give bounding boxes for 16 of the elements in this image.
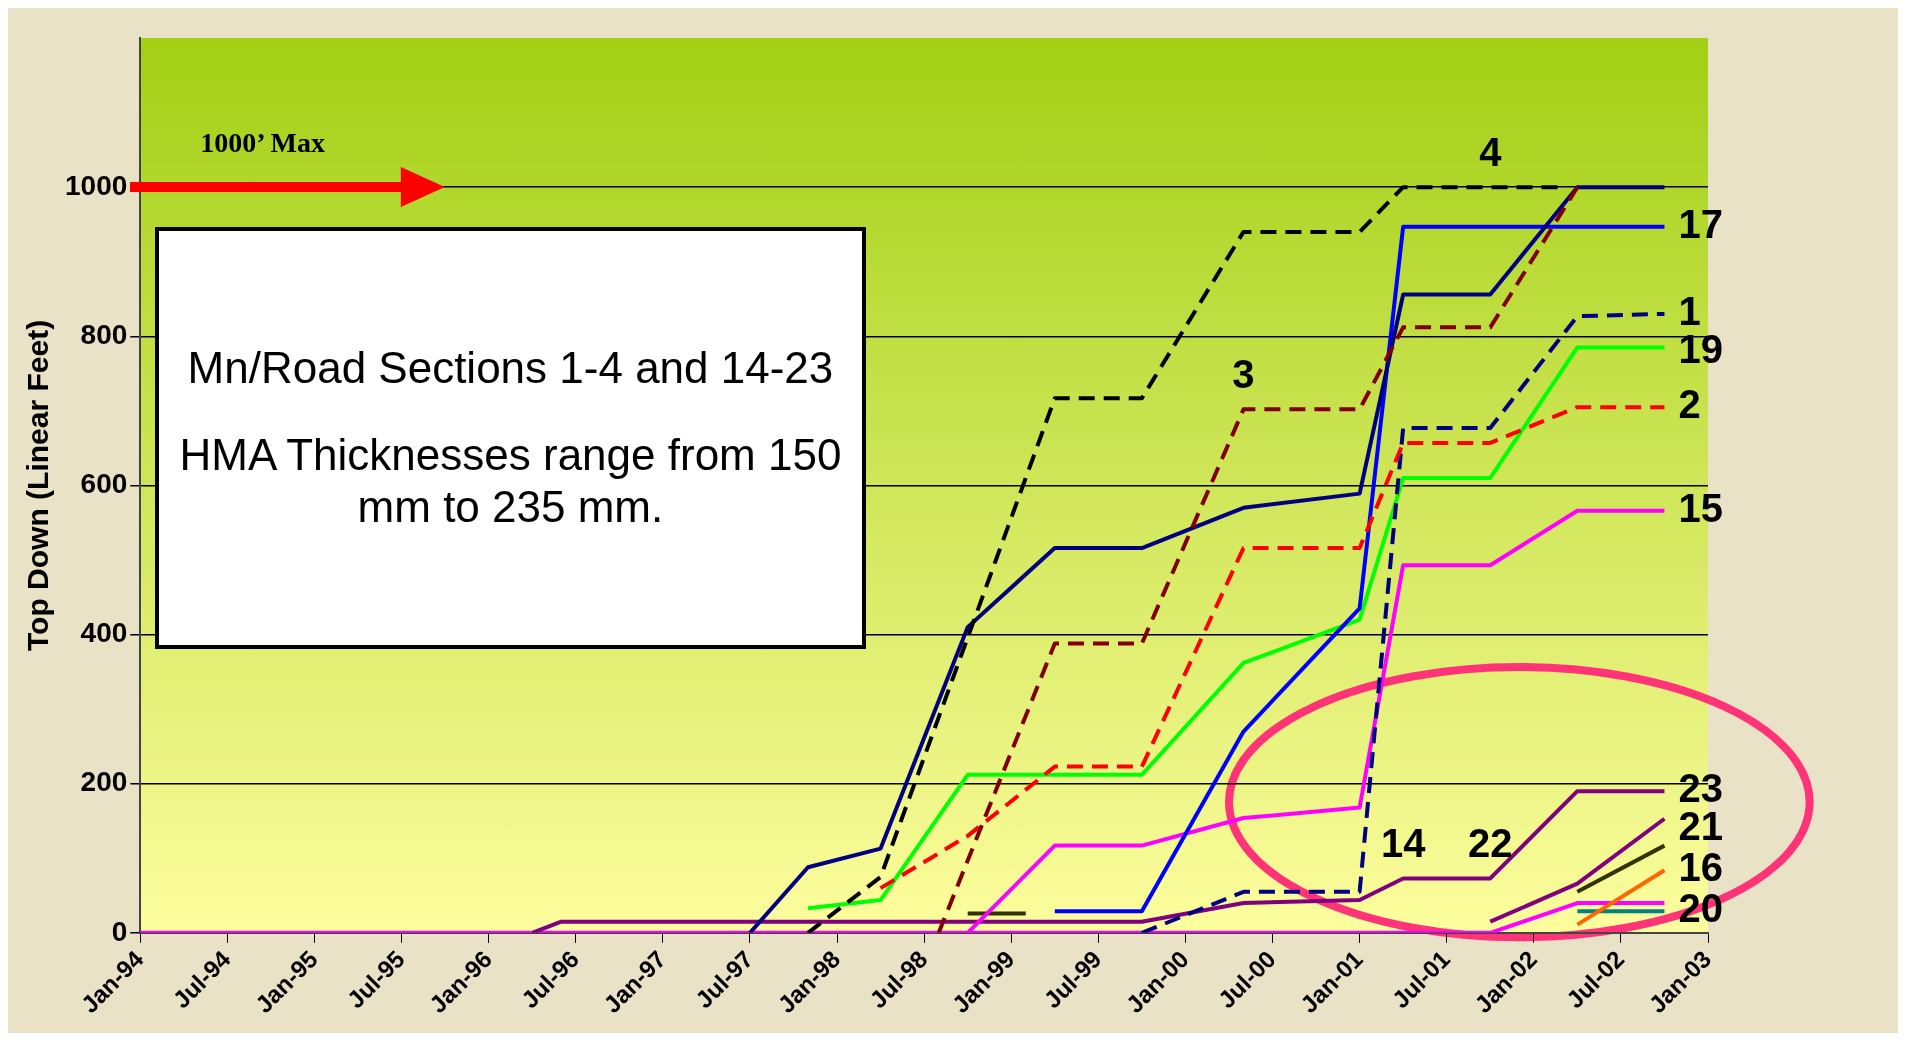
y-tick-label: 400 [80,617,128,649]
series-label: 1 [1678,288,1701,333]
y-tick-label: 600 [80,468,128,500]
annotation: 1000’ Max [200,127,325,160]
y-tick-label: 800 [80,319,128,351]
series-label: 15 [1678,485,1723,530]
y-axis-title: Top Down (Linear Feet) [21,319,55,651]
series-label: 2 [1678,382,1701,427]
annotation: 22 [1468,821,1513,866]
y-tick-label: 1000 [64,169,128,201]
annotation: 4 [1479,130,1503,175]
text-box: Mn/Road Sections 1-4 and 14-23 HMA Thicknesses range from 150 mm to 235 mm. [154,227,867,650]
annotation: 3 [1232,352,1255,397]
annotation: 14 [1380,821,1427,866]
y-tick-label: 0 [111,915,128,947]
y-tick-label: 200 [80,766,128,798]
